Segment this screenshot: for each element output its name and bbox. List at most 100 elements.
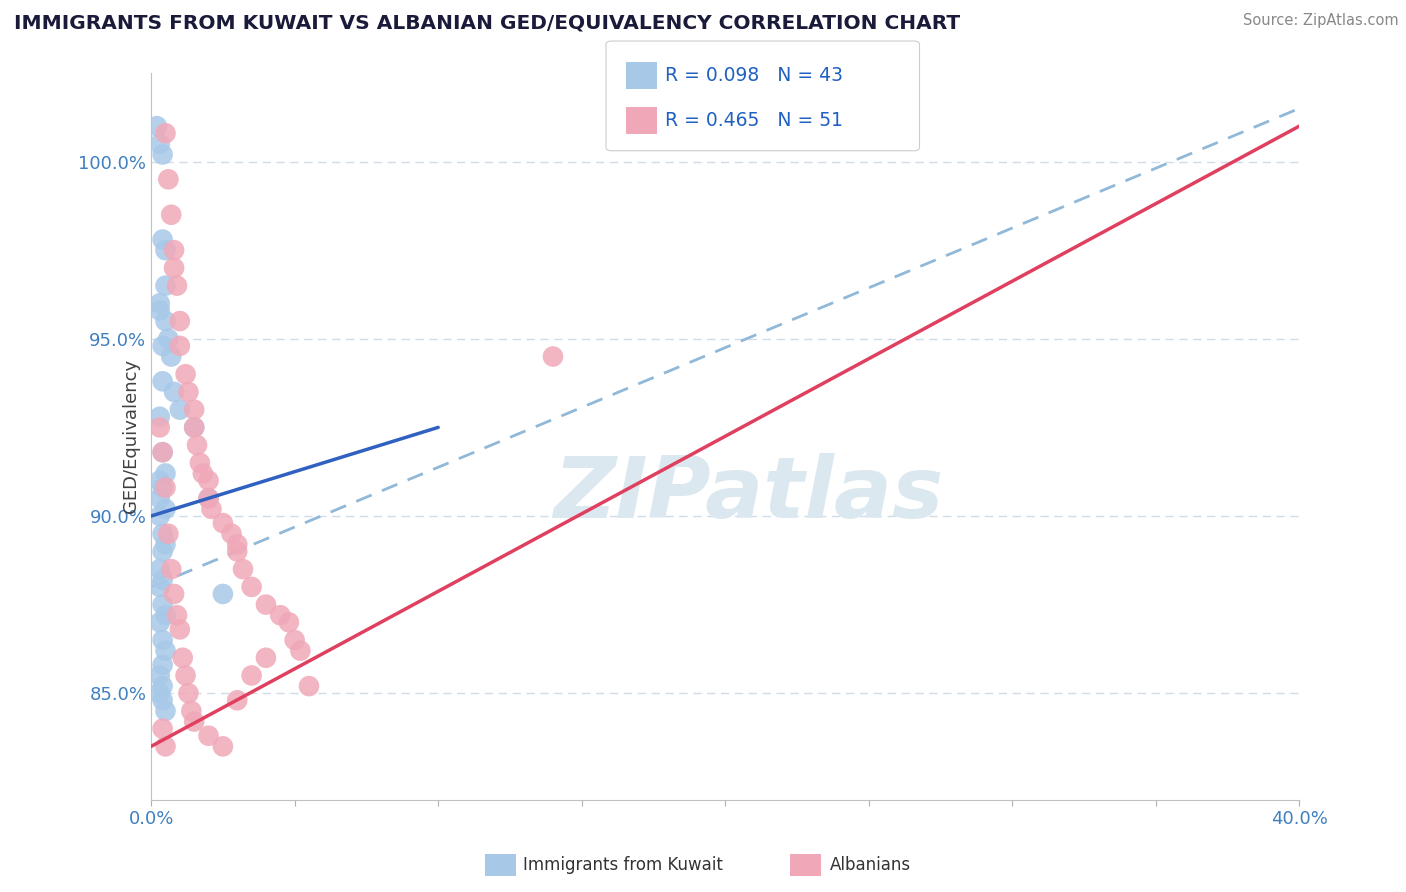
Point xyxy=(166,608,188,623)
Point xyxy=(155,537,177,551)
Point xyxy=(177,686,200,700)
Point xyxy=(254,650,277,665)
Point xyxy=(169,339,191,353)
Point xyxy=(160,562,183,576)
Point xyxy=(174,668,197,682)
Point xyxy=(226,544,249,558)
Point xyxy=(152,722,174,736)
Point xyxy=(152,339,174,353)
Point xyxy=(149,474,172,488)
Point xyxy=(221,526,243,541)
Point xyxy=(183,714,205,729)
Point xyxy=(155,126,177,140)
Point xyxy=(149,580,172,594)
Point xyxy=(155,314,177,328)
Point xyxy=(183,420,205,434)
Point xyxy=(155,739,177,754)
Point xyxy=(152,445,174,459)
Point xyxy=(172,650,194,665)
Point xyxy=(169,402,191,417)
Point xyxy=(541,350,564,364)
Text: R = 0.098   N = 43: R = 0.098 N = 43 xyxy=(665,66,844,86)
Point xyxy=(200,502,222,516)
Point xyxy=(149,668,172,682)
Text: ZIPatlas: ZIPatlas xyxy=(553,453,943,536)
Point xyxy=(149,420,172,434)
Point xyxy=(186,438,208,452)
Point xyxy=(149,296,172,310)
Point xyxy=(183,420,205,434)
Point xyxy=(152,544,174,558)
Point xyxy=(240,668,263,682)
Point xyxy=(169,314,191,328)
Point xyxy=(284,633,307,648)
Point xyxy=(155,608,177,623)
Point xyxy=(169,623,191,637)
Point xyxy=(152,481,174,495)
Point xyxy=(232,562,254,576)
Point xyxy=(174,368,197,382)
Point xyxy=(155,467,177,481)
Point xyxy=(149,303,172,318)
Point xyxy=(226,693,249,707)
Point xyxy=(152,147,174,161)
Point xyxy=(149,615,172,630)
Point xyxy=(197,491,219,506)
Text: Source: ZipAtlas.com: Source: ZipAtlas.com xyxy=(1243,13,1399,29)
Point xyxy=(155,278,177,293)
Point xyxy=(149,136,172,151)
Point xyxy=(177,384,200,399)
Point xyxy=(277,615,299,630)
Point xyxy=(152,233,174,247)
Point xyxy=(152,573,174,587)
Y-axis label: GED/Equivalency: GED/Equivalency xyxy=(122,359,141,513)
Point xyxy=(149,686,172,700)
Point xyxy=(298,679,321,693)
Point xyxy=(152,633,174,648)
Point xyxy=(149,409,172,424)
Point xyxy=(149,508,172,523)
Point xyxy=(149,491,172,506)
Point xyxy=(191,467,214,481)
Text: Albanians: Albanians xyxy=(830,856,911,874)
Point xyxy=(152,679,174,693)
Point xyxy=(269,608,291,623)
Point xyxy=(155,643,177,657)
Point xyxy=(163,243,186,257)
Point xyxy=(290,643,312,657)
Point xyxy=(157,332,180,346)
Point xyxy=(152,374,174,388)
Text: IMMIGRANTS FROM KUWAIT VS ALBANIAN GED/EQUIVALENCY CORRELATION CHART: IMMIGRANTS FROM KUWAIT VS ALBANIAN GED/E… xyxy=(14,13,960,32)
Point xyxy=(197,491,219,506)
Text: Immigrants from Kuwait: Immigrants from Kuwait xyxy=(523,856,723,874)
Point xyxy=(212,739,235,754)
Point xyxy=(166,278,188,293)
Point xyxy=(197,474,219,488)
Point xyxy=(152,693,174,707)
Point xyxy=(152,526,174,541)
Point xyxy=(155,481,177,495)
Point xyxy=(254,598,277,612)
Point xyxy=(155,704,177,718)
Point xyxy=(163,587,186,601)
Point xyxy=(157,526,180,541)
Point xyxy=(160,208,183,222)
Point xyxy=(180,704,202,718)
Point xyxy=(197,729,219,743)
Point xyxy=(163,384,186,399)
Point xyxy=(183,402,205,417)
Point xyxy=(155,243,177,257)
Point xyxy=(155,502,177,516)
Point xyxy=(149,562,172,576)
Point xyxy=(212,587,235,601)
Point xyxy=(152,598,174,612)
Point xyxy=(163,260,186,275)
Text: R = 0.465   N = 51: R = 0.465 N = 51 xyxy=(665,111,844,130)
Point xyxy=(160,350,183,364)
Point xyxy=(146,119,169,133)
Point xyxy=(152,445,174,459)
Point xyxy=(157,172,180,186)
Point xyxy=(152,657,174,672)
Point xyxy=(212,516,235,530)
Point xyxy=(240,580,263,594)
